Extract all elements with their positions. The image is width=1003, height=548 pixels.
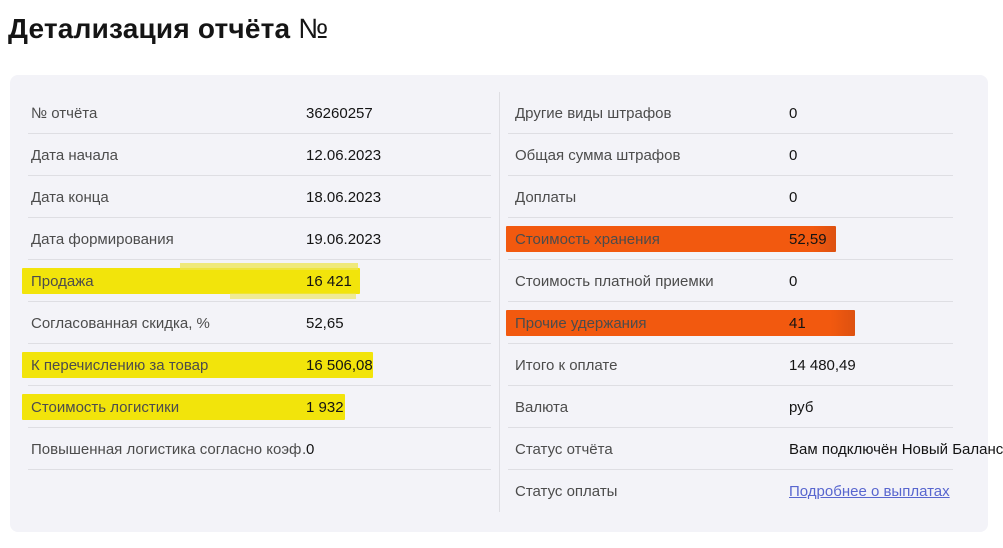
row-value: 12.06.2023	[306, 146, 382, 164]
row-label: Дата формирования	[31, 230, 174, 248]
table-row: Согласованная скидка, % 52,65	[10, 302, 499, 344]
row-value: 14 480,49	[789, 356, 856, 374]
table-row: Стоимость платной приемки 0	[500, 260, 988, 302]
row-label: Дата конца	[31, 188, 109, 206]
table-row: Стоимость хранения 52,59	[500, 218, 988, 260]
page-title-text: Детализация отчёта	[8, 13, 291, 44]
row-value: 0	[789, 272, 798, 290]
highlight-marker	[506, 310, 855, 336]
table-row: Другие виды штрафов 0	[500, 92, 988, 134]
row-label: Дата начала	[31, 146, 118, 164]
row-label: № отчёта	[31, 104, 98, 122]
row-label: Стоимость хранения	[515, 230, 660, 248]
row-label: Стоимость логистики	[31, 398, 180, 416]
table-row: Дата конца 18.06.2023	[10, 176, 499, 218]
table-row: Итого к оплате 14 480,49	[500, 344, 988, 386]
row-value: 0	[306, 440, 315, 458]
details-column-left: № отчёта 36260257 Дата начала 12.06.2023…	[10, 92, 499, 470]
table-row: Доплаты 0	[500, 176, 988, 218]
row-label: Повышенная логистика согласно коэф…	[31, 440, 306, 458]
table-row: Статус оплаты Подробнее о выплатах	[500, 470, 988, 512]
table-row: Продажа 16 421	[10, 260, 499, 302]
table-row: Дата начала 12.06.2023	[10, 134, 499, 176]
table-row: Статус отчёта Вам подключён Новый Баланс	[500, 428, 1003, 470]
report-details-card: № отчёта 36260257 Дата начала 12.06.2023…	[10, 75, 1003, 532]
row-label: Статус оплаты	[515, 482, 618, 500]
row-label: Продажа	[31, 272, 94, 290]
highlight-marker	[506, 226, 836, 252]
report-number-symbol: №	[298, 13, 329, 44]
row-label: Общая сумма штрафов	[515, 146, 681, 164]
table-row: Прочие удержания 41	[500, 302, 988, 344]
row-value: 16 506,08	[306, 356, 373, 374]
row-value: 52,65	[306, 314, 344, 332]
row-value: 36260257	[306, 104, 373, 122]
table-row: Стоимость логистики 1 932	[10, 386, 499, 428]
table-row: № отчёта 36260257	[10, 92, 499, 134]
row-value: 52,59	[789, 230, 827, 248]
page-title: Детализация отчёта №	[8, 10, 1003, 48]
row-value: 0	[789, 188, 798, 206]
row-label: Другие виды штрафов	[515, 104, 672, 122]
row-label: К перечислению за товар	[31, 356, 209, 374]
row-value: руб	[789, 398, 814, 416]
table-row: К перечислению за товар 16 506,08	[10, 344, 499, 386]
row-value: 18.06.2023	[306, 188, 382, 206]
row-label: Статус отчёта	[515, 440, 613, 458]
row-value: 41	[789, 314, 806, 332]
row-value: 1 932	[306, 398, 344, 416]
payments-details-link[interactable]: Подробнее о выплатах	[789, 482, 950, 500]
details-column-right: Другие виды штрафов 0 Общая сумма штрафо…	[499, 92, 1003, 512]
row-value: 19.06.2023	[306, 230, 382, 248]
row-value: 0	[789, 104, 798, 122]
table-row: Общая сумма штрафов 0	[500, 134, 988, 176]
highlight-marker	[22, 394, 345, 420]
row-value: Вам подключён Новый Баланс	[789, 440, 1003, 458]
row-label: Стоимость платной приемки	[515, 272, 714, 290]
row-label: Валюта	[515, 398, 569, 416]
row-value: 16 421	[306, 272, 352, 290]
table-row: Дата формирования 19.06.2023	[10, 218, 499, 260]
highlight-marker	[22, 352, 373, 378]
highlight-marker	[22, 263, 360, 299]
row-label: Итого к оплате	[515, 356, 618, 374]
row-value: 0	[789, 146, 798, 164]
table-row: Повышенная логистика согласно коэф… 0	[10, 428, 499, 470]
row-label: Прочие удержания	[515, 314, 647, 332]
row-label: Доплаты	[515, 188, 577, 206]
row-label: Согласованная скидка, %	[31, 314, 210, 332]
table-row: Валюта руб	[500, 386, 988, 428]
